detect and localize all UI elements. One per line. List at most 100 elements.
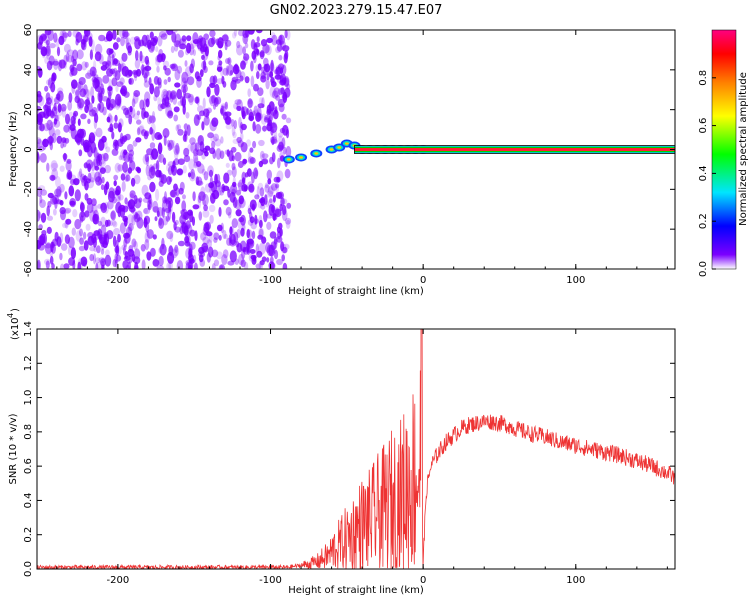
noise-blob (80, 201, 84, 211)
noise-blob (64, 234, 70, 245)
noise-blob (162, 196, 167, 204)
noise-blob (86, 69, 95, 77)
noise-blob (129, 190, 136, 199)
noise-blob (234, 99, 242, 105)
noise-blob (141, 34, 148, 47)
noise-blob (42, 34, 47, 40)
bottom-y-tick-label: 1.0 (23, 390, 34, 406)
noise-blob (283, 146, 287, 155)
noise-blob (69, 124, 76, 132)
noise-blob (203, 171, 209, 181)
noise-blob (88, 136, 96, 144)
noise-blob (126, 254, 133, 264)
noise-blob (60, 103, 67, 112)
noise-blob (45, 92, 51, 102)
noise-blob (269, 62, 275, 73)
noise-blob (65, 52, 70, 62)
noise-blob (264, 194, 268, 206)
noise-blob (268, 244, 275, 257)
noise-blob (135, 137, 142, 143)
noise-blob (149, 142, 156, 149)
noise-blob (94, 78, 100, 88)
noise-blob (83, 84, 88, 95)
noise-blob (199, 141, 205, 152)
noise-blob (125, 37, 129, 50)
noise-blob (98, 53, 104, 65)
noise-blob (90, 141, 97, 154)
noise-blob (74, 90, 81, 100)
noise-blob (60, 142, 64, 149)
noise-blob (255, 243, 260, 254)
noise-blob (66, 172, 71, 180)
noise-blob (225, 123, 233, 130)
noise-blob (273, 130, 278, 140)
noise-blob (108, 90, 112, 101)
noise-blob (284, 217, 292, 225)
noise-blob (277, 87, 286, 96)
noise-blob (162, 157, 167, 165)
noise-blob (206, 107, 213, 114)
noise-blob (120, 173, 126, 181)
noise-blob (140, 244, 146, 252)
noise-blob (53, 208, 57, 216)
noise-blob (192, 216, 195, 226)
noise-blob (53, 118, 58, 125)
noise-blob (202, 199, 207, 206)
noise-blob (101, 152, 109, 160)
noise-blob (269, 156, 274, 165)
noise-blob (160, 94, 165, 103)
noise-blob (268, 101, 275, 112)
noise-blob (198, 191, 206, 202)
noise-blob (80, 38, 86, 50)
noise-blob (229, 70, 233, 76)
noise-blob (64, 137, 70, 144)
noise-blob (252, 121, 256, 132)
noise-blob (284, 168, 291, 179)
noise-blob (60, 243, 68, 251)
noise-blob (38, 95, 45, 107)
noise-blob (37, 259, 41, 269)
noise-blob (93, 246, 98, 253)
noise-blob (240, 227, 245, 237)
noise-blob (173, 221, 177, 231)
noise-blob (80, 137, 85, 146)
noise-blob (270, 262, 276, 269)
noise-blob (84, 193, 89, 201)
noise-blob (37, 138, 43, 150)
noise-blob (71, 83, 76, 94)
noise-blob (211, 140, 216, 149)
y-multiplier-exponent: 4 (6, 313, 15, 318)
noise-blob (194, 96, 200, 104)
noise-blob (117, 122, 122, 133)
noise-blob (255, 71, 260, 80)
noise-blob (102, 106, 107, 116)
noise-blob (112, 141, 118, 150)
noise-blob (131, 238, 137, 248)
noise-blob (263, 210, 268, 223)
noise-blob (44, 243, 52, 249)
noise-blob (46, 119, 53, 131)
noise-blob (226, 169, 233, 176)
noise-blob (59, 30, 65, 39)
noise-blob (189, 241, 196, 250)
noise-blob (216, 251, 223, 260)
noise-blob (124, 232, 131, 244)
top-y-tick-label: 60 (23, 24, 34, 37)
noise-blob (101, 135, 107, 143)
noise-blob (128, 78, 132, 85)
snr-frame (36, 328, 676, 570)
noise-blob (240, 142, 248, 153)
noise-blob (195, 161, 202, 167)
noise-blob (101, 264, 105, 269)
noise-blob (189, 63, 194, 74)
noise-blob (225, 206, 232, 216)
noise-blob (83, 162, 89, 169)
noise-blob (271, 90, 279, 99)
noise-blob (129, 105, 133, 113)
colorbar-tick-label: 0.2 (698, 213, 709, 229)
noise-blob (268, 198, 273, 204)
noise-blob (209, 147, 216, 155)
noise-blob (267, 119, 272, 127)
noise-blob (269, 71, 274, 78)
noise-blob (146, 59, 150, 67)
